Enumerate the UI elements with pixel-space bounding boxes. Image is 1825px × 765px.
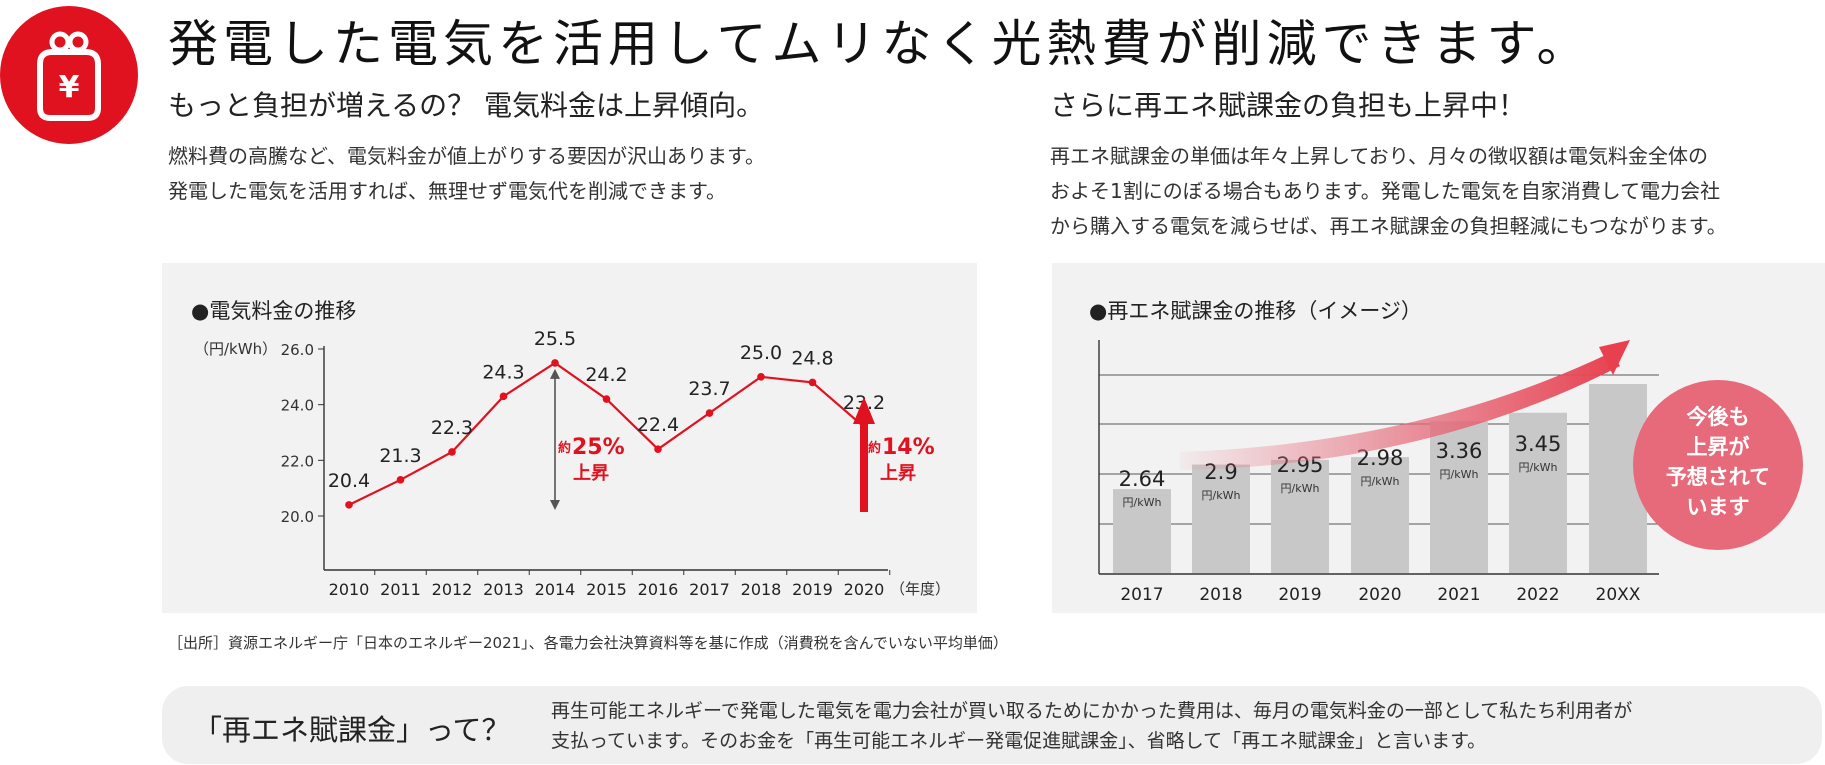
unit-label: 円/kWh (1123, 496, 1162, 509)
y-tick-label: 22.0 (281, 452, 314, 470)
data-point (345, 501, 353, 509)
y-axis-label: （円/kWh） (194, 340, 277, 358)
x-tick-label: 2014 (535, 580, 576, 599)
data-label: 22.3 (431, 417, 473, 439)
trend-arrow-head (1599, 340, 1630, 375)
data-point (654, 445, 662, 454)
badge-symbol: ¥ (59, 70, 80, 105)
x-tick-label: 2017 (689, 580, 730, 599)
x-axis-label: （年度） (890, 580, 950, 598)
x-tick-label: 2018 (741, 580, 782, 599)
y-tick-label: 26.0 (281, 341, 314, 359)
bar (1430, 421, 1488, 573)
data-label: 24.2 (585, 364, 627, 386)
data-label: 3.45 (1515, 432, 1562, 456)
right-body-line: 再エネ賦課金の単価は年々上昇しており、月々の徴収額は電気料金全体の (1050, 144, 1708, 168)
electricity-chart-title: ●電気料金の推移 (191, 299, 357, 323)
data-label: 20.4 (328, 470, 370, 492)
data-label: 21.3 (379, 445, 421, 467)
x-tick-label: 2013 (483, 580, 524, 599)
x-tick-label: 2022 (1516, 585, 1559, 605)
x-tick-label: 2018 (1199, 585, 1242, 605)
explain-box (162, 686, 1822, 764)
bar (1509, 412, 1567, 573)
x-tick-label: 2010 (329, 580, 370, 599)
left-body-line: 燃料費の高騰など、電気料金が値上がりする要因が沢山あります。 (168, 144, 765, 168)
purse-yen-icon: ¥ (37, 31, 101, 121)
data-label: 23.7 (688, 378, 730, 400)
bar (1351, 457, 1409, 573)
electricity-chart-panel (162, 263, 977, 613)
x-tick-label: 2020 (844, 580, 885, 599)
unit-label: 円/kWh (1202, 489, 1241, 502)
data-label: 2.64 (1119, 467, 1166, 491)
data-point (396, 476, 405, 484)
x-tick-label: 2020 (1358, 585, 1401, 605)
trend-arrow-body (1180, 352, 1620, 470)
forecast-text: 上昇が (1687, 435, 1750, 459)
explain-text-line: 支払っています。そのお金を「再生可能エネルギー発電促進賦課金」、省略して「再エネ… (551, 730, 1487, 752)
forecast-text: 今後も (1687, 405, 1750, 429)
x-tick-label: 2019 (1278, 585, 1321, 605)
unit-label: 円/kWh (1519, 461, 1558, 474)
right-body-line: から購入する電気を減らせば、再エネ賦課金の負担軽減にもつながります。 (1050, 214, 1727, 238)
bar (1113, 489, 1171, 573)
annotation-value: 14% (882, 435, 935, 460)
unit-label: 円/kWh (1440, 468, 1479, 481)
x-tick-label: 2019 (792, 580, 833, 599)
data-point (448, 448, 456, 456)
bar (1271, 459, 1329, 573)
data-point (808, 378, 817, 387)
forecast-bubble (1633, 380, 1803, 550)
headline: 発電した電気を活用してムリなく光熱費が削減できます。 (168, 15, 1592, 73)
left-body-line: 発電した電気を活用すれば、無理せず電気代を削減できます。 (168, 179, 726, 203)
x-tick-label: 2021 (1437, 585, 1480, 605)
rise-arrow-head-top (550, 368, 560, 379)
data-point (551, 359, 559, 367)
unit-label: 円/kWh (1361, 475, 1400, 488)
data-point (499, 392, 508, 401)
source-note: ［出所］資源エネルギー庁「日本のエネルギー2021」、各電力会社決算資料等を基に… (168, 634, 1008, 652)
x-tick-label: 2015 (586, 580, 627, 599)
explain-text-line: 再生可能エネルギーで発電した電気を電力会社が買い取るためにかかった費用は、毎月の… (551, 700, 1633, 722)
y-tick-label: 20.0 (281, 508, 314, 526)
annotation-label: 上昇 (573, 463, 609, 484)
data-label: 25.5 (534, 328, 576, 350)
data-label: 24.8 (791, 347, 833, 369)
annotation-value: 25% (572, 435, 625, 460)
left-body: 燃料費の高騰など、電気料金が値上がりする要因が沢山あります。 発電した電気を活用… (168, 139, 765, 209)
rise-arrow-shaft (860, 422, 868, 512)
data-point (602, 395, 611, 403)
forecast-text: 予想されて (1666, 465, 1770, 489)
x-tick-label: 20XX (1596, 585, 1641, 605)
annotation-prefix: 約 (558, 440, 571, 456)
data-label: 25.0 (740, 342, 782, 364)
right-body-line: およそ1割にのぼる場合もあります。発電した電気を自家消費して電力会社 (1050, 179, 1721, 203)
x-tick-label: 2012 (432, 580, 473, 599)
annotation-prefix: 約 (868, 440, 881, 456)
forecast-text: います (1687, 495, 1750, 519)
data-label: 22.4 (637, 414, 679, 436)
y-tick-label: 24.0 (281, 397, 314, 415)
rise-arrow-head-bottom (550, 500, 560, 510)
unit-label: 円/kWh (1281, 482, 1320, 495)
bar (1192, 464, 1250, 573)
x-tick-label: 2011 (380, 580, 421, 599)
data-point (757, 373, 765, 381)
right-body: 再エネ賦課金の単価は年々上昇しており、月々の徴収額は電気料金全体の およそ1割に… (1050, 139, 1727, 244)
data-label: 3.36 (1436, 439, 1483, 463)
surcharge-chart-title: ●再エネ賦課金の推移（イメージ） (1089, 299, 1422, 323)
purse-badge: ¥ (0, 6, 138, 144)
x-tick-label: 2016 (638, 580, 679, 599)
data-label: 24.3 (482, 361, 524, 383)
explain-label: 「再エネ賦課金」って？ (193, 713, 511, 747)
rise-arrow-head (853, 397, 875, 424)
left-subheading: もっと負担が増えるの？ 電気料金は上昇傾向。 (168, 89, 765, 122)
right-subheading: さらに再エネ賦課金の負担も上昇中！ (1050, 89, 1527, 122)
x-tick-label: 2017 (1120, 585, 1163, 605)
explain-text: 再生可能エネルギーで発電した電気を電力会社が買い取るためにかかった費用は、毎月の… (551, 696, 1632, 756)
annotation-label: 上昇 (880, 463, 916, 484)
data-point (705, 409, 714, 417)
